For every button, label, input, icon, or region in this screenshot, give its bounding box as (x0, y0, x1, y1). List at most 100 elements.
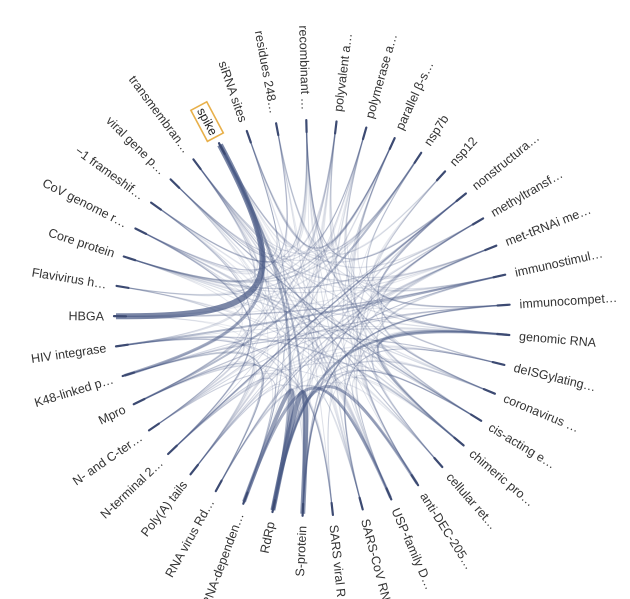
node-label-n17[interactable]: coronavirus … (501, 391, 581, 435)
edge-n19-n34 (117, 336, 463, 445)
edge-n8-n21 (352, 154, 421, 484)
edge-n26-n27 (242, 388, 295, 511)
edge-n41-n20 (194, 160, 442, 466)
edge-n29-n24 (191, 384, 334, 513)
edge-n5-n31 (150, 123, 337, 430)
node-tick (358, 496, 364, 511)
node-label-n16[interactable]: deISGylating… (512, 361, 597, 395)
node-label-n1[interactable]: spike (194, 105, 220, 137)
node-label-n6[interactable]: polymerase a… (363, 32, 400, 120)
selected-node-highlight (189, 100, 225, 143)
node-tick (482, 388, 496, 395)
node-label-n7[interactable]: parallel β-s… (393, 59, 437, 132)
node-tick (150, 201, 162, 211)
node-label-n20[interactable]: cellular ret… (443, 470, 500, 532)
edge-n6-n29 (191, 129, 367, 474)
edge-n34-n24 (117, 338, 334, 513)
node-tick (453, 436, 465, 447)
edge-n31-n21 (150, 369, 418, 484)
edge-n37-n7 (125, 139, 395, 283)
node-label-n25[interactable]: S-protein (293, 525, 309, 576)
node-label-n32[interactable]: Mpro (96, 403, 128, 428)
node-tick (275, 122, 280, 137)
node-label-n24[interactable]: SARS viral R… (327, 524, 350, 599)
edge-n6-n40 (171, 129, 367, 257)
node-label-n23[interactable]: SARS-CoV RNA… (358, 517, 398, 599)
edge-n35-n21 (115, 315, 418, 484)
node-tick (271, 499, 276, 514)
edge-n4-n17 (305, 122, 494, 394)
edge-n40-n22 (171, 180, 392, 498)
edge-n11-n16 (380, 218, 503, 365)
node-label-n27[interactable]: RNA-dependen… (199, 511, 246, 599)
edge-n10-n31 (150, 194, 465, 430)
node-tick (301, 502, 305, 517)
node-tick (471, 217, 485, 226)
edge-n9-n1 (219, 144, 445, 258)
node-label-n3[interactable]: residues 248… (252, 30, 281, 115)
edge-n18-n15 (380, 329, 508, 421)
edge-n5-n39 (152, 123, 338, 263)
edge-n28-n33 (124, 351, 264, 490)
edge-n28-n13 (216, 274, 504, 490)
node-label-n36[interactable]: Flavivirus h… (31, 265, 108, 291)
edge-n18-n6 (344, 129, 480, 421)
node-tick-layer (112, 118, 511, 517)
edge-n37-n15 (125, 256, 508, 336)
edge-n31-n11 (150, 218, 482, 430)
node-label-n2[interactable]: siRNA sites (215, 59, 249, 124)
edge-n13-n28 (216, 274, 504, 490)
edge-n8-n32 (135, 153, 421, 405)
edge-n28-n33 (124, 352, 264, 490)
edge-n29-n36 (118, 285, 255, 474)
edge-n15-n19 (376, 329, 508, 445)
node-label-n8[interactable]: nsp7b (421, 112, 451, 148)
edge-n12-n29 (191, 245, 495, 474)
edge-n34-n29 (117, 337, 255, 474)
node-label-n14[interactable]: immunocompet… (519, 291, 618, 312)
node-label-n33[interactable]: K48-linked p… (33, 373, 116, 410)
edge-n39-n31 (150, 203, 251, 430)
edge-n14-n8 (366, 154, 508, 308)
node-label-n13[interactable]: immunostimul… (514, 246, 605, 279)
node-label-n37[interactable]: Core protein (47, 226, 117, 261)
edge-n22-n4 (305, 122, 391, 498)
edge-n33-n38 (124, 228, 244, 377)
node-tick (433, 456, 444, 469)
edge-n5-n18 (329, 123, 480, 421)
edge-n12-n37 (125, 245, 495, 294)
edge-n22-n28 (216, 384, 392, 498)
edge-n15-n26 (271, 330, 508, 511)
edge-n36-n4 (118, 122, 308, 296)
node-label-n29[interactable]: Poly(A) tails (138, 478, 190, 539)
node-label-n26[interactable]: RdRp (258, 520, 278, 554)
edge-n32-n28 (135, 362, 264, 490)
node-label-n22[interactable]: USP-family D… (389, 506, 437, 592)
edge-n14-n25 (302, 304, 508, 514)
edge-n32-n29 (135, 360, 257, 474)
node-label-n15[interactable]: genomic RNA (519, 329, 598, 350)
node-label-n5[interactable]: polyvalent a… (331, 32, 355, 112)
edge-n37-n11 (125, 218, 482, 290)
node-tick (469, 413, 483, 422)
node-label-n34[interactable]: HIV integrase (30, 341, 107, 366)
edge-n20-n36 (118, 285, 442, 466)
node-label-n9[interactable]: nsp12 (447, 134, 480, 169)
edge-n2-n7 (246, 132, 395, 249)
edge-n14-n22 (356, 304, 508, 498)
node-label-n4[interactable]: recombinant … (296, 25, 312, 110)
edge-n39-n4 (152, 122, 308, 263)
edge-n41-n18 (194, 160, 480, 421)
edge-n14-n7 (357, 139, 508, 308)
edge-n11-n37 (125, 218, 482, 290)
edge-n18-n38 (136, 228, 480, 421)
node-label-n12[interactable]: met-tRNAi me… (503, 203, 593, 249)
node-label-n35[interactable]: HBGA (68, 309, 104, 323)
edge-n19-n4 (305, 122, 463, 445)
edge-n40-n13 (171, 180, 504, 292)
edge-n28-n32 (135, 362, 264, 490)
edge-n12-n23 (343, 245, 495, 508)
edge-n37-n8 (125, 154, 421, 284)
edge-n11-n2 (246, 132, 482, 269)
edge-n2-n27 (243, 132, 288, 502)
